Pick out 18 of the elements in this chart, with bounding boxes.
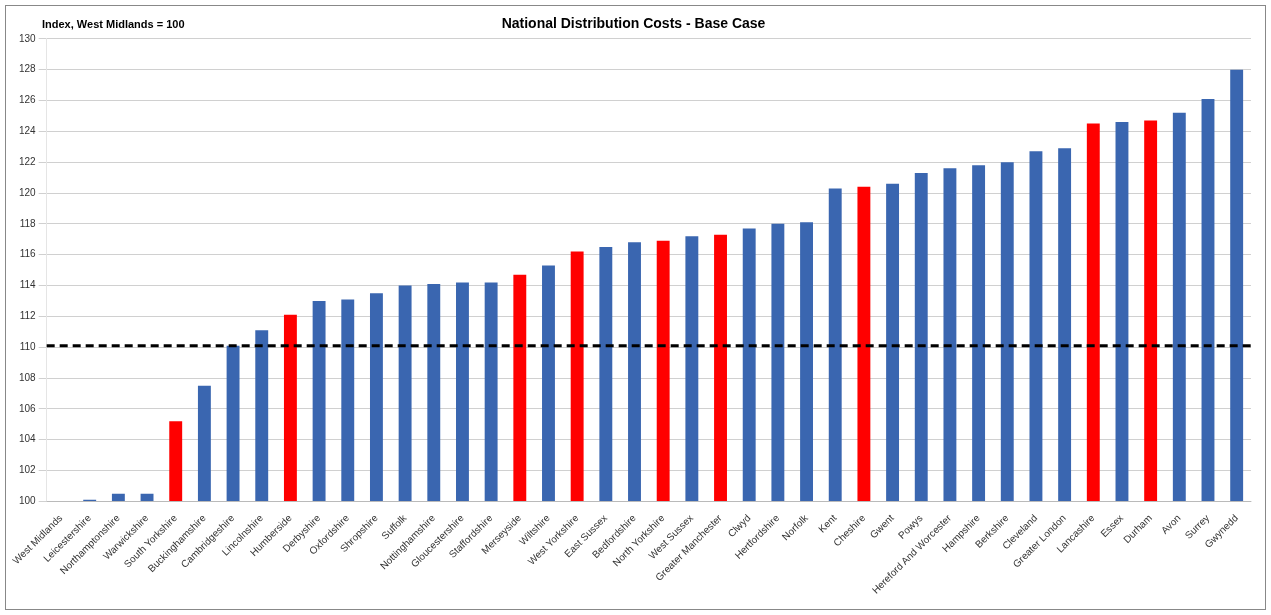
y-tick-label: 110	[19, 340, 37, 352]
y-tick-label: 104	[19, 433, 37, 445]
y-tick-label: 130	[19, 32, 37, 44]
y-tick-label: 100	[19, 495, 37, 507]
chart-title: National Distribution Costs - Base Case	[501, 15, 766, 32]
y-tick-label: 102	[19, 464, 37, 476]
y-tick-label: 116	[19, 248, 37, 260]
y-tick-label: 112	[19, 310, 37, 322]
y-tick-label: 122	[19, 155, 37, 167]
y-tick-label: 120	[19, 186, 37, 198]
y-axis-title: Index, West Midlands = 100	[42, 18, 185, 30]
y-tick-label: 128	[19, 63, 37, 75]
y-tick-label: 124	[19, 125, 37, 137]
y-tick-label: 118	[19, 217, 37, 229]
y-tick-label: 108	[19, 371, 37, 383]
y-tick-label: 114	[19, 279, 37, 291]
y-tick-label: 106	[19, 402, 37, 414]
y-tick-label: 126	[19, 94, 37, 106]
